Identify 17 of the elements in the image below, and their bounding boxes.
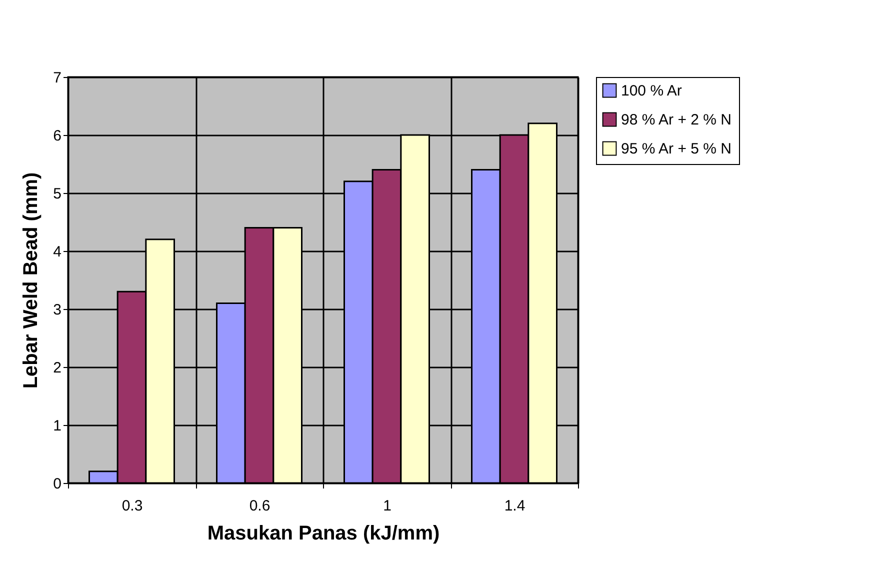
- y-tick-label: 7: [53, 70, 62, 86]
- x-tick-label: 1.4: [504, 498, 526, 514]
- legend-label: 100 % Ar: [621, 82, 682, 100]
- y-tick-label: 0: [53, 476, 62, 492]
- legend-label: 95 % Ar + 5 % N: [621, 140, 732, 158]
- y-axis-title: Lebar Weld Bead (mm): [20, 172, 42, 389]
- x-tick-label: 1: [383, 498, 392, 514]
- y-tick-label: 2: [53, 360, 62, 376]
- y-tick-label: 6: [53, 128, 62, 144]
- y-tick-label: 5: [53, 186, 62, 202]
- legend-label: 98 % Ar + 2 % N: [621, 112, 732, 128]
- x-tick-label: 0.6: [249, 498, 270, 514]
- x-axis-title: Masukan Panas (kJ/mm): [207, 522, 440, 544]
- x-tick-label: 0.3: [122, 498, 143, 514]
- y-tick-label: 3: [53, 302, 62, 318]
- y-tick-label: 1: [53, 418, 62, 434]
- y-tick-label: 4: [53, 244, 62, 260]
